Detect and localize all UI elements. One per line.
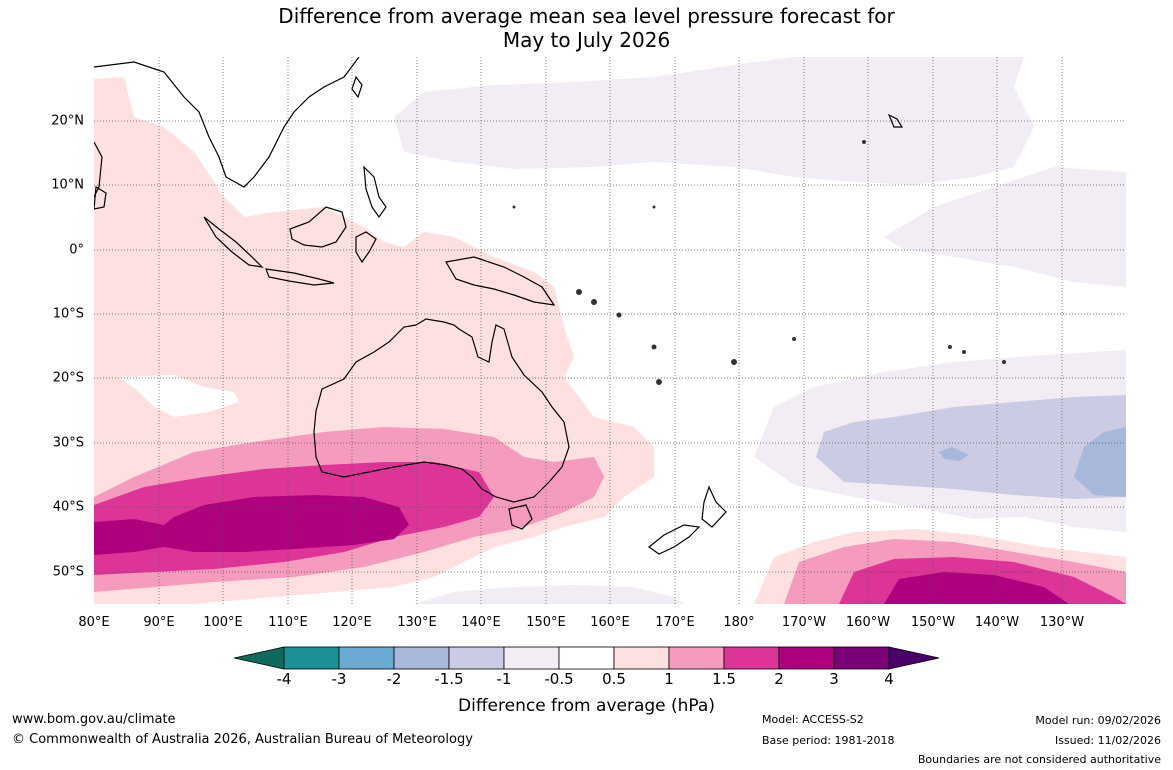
new-zealand-coastline <box>647 485 727 555</box>
colorbar-tick: -1.5 <box>434 670 464 688</box>
neutral-patch <box>119 375 239 417</box>
website-link[interactable]: www.bom.gov.au/climate <box>12 712 176 727</box>
lat-label-20N: 20°N <box>51 113 84 129</box>
colorbar-segment-below-minus4 <box>234 646 285 670</box>
colorbar-segment-1-to-1.5 <box>668 646 725 670</box>
colorbar-segment-neutral <box>558 646 615 670</box>
hawaii-coastline <box>887 113 904 128</box>
taiwan-coastline <box>351 75 363 99</box>
philippines-coastline <box>363 165 387 219</box>
colorbar-tick: -0.5 <box>544 670 574 688</box>
java-coastline <box>265 268 335 286</box>
map-title-line1: Difference from average mean sea level p… <box>278 4 895 28</box>
lon-label-140E: 140°E <box>461 615 501 630</box>
colorbar-tick: 3 <box>829 670 839 688</box>
colorbar-tick: -1 <box>496 670 512 688</box>
base-period: Base period: 1981-2018 <box>762 734 895 747</box>
colorbar-segment-minus1.5-to-minus1 <box>448 646 505 670</box>
new-guinea-coastline <box>445 256 556 306</box>
lon-label-120E: 120°E <box>332 615 372 630</box>
colorbar-segment-minus3-to-minus2 <box>338 646 395 670</box>
lon-label-160E: 160°E <box>590 615 630 630</box>
issued-date: Issued: 11/02/2026 <box>1054 734 1161 747</box>
colorbar-segment-0.5-to-1 <box>613 646 670 670</box>
colorbar-tick: 4 <box>884 670 894 688</box>
colorbar-tick: 0.5 <box>602 670 626 688</box>
lat-label-40S: 40°S <box>52 499 84 515</box>
sulawesi-coastline <box>355 231 377 264</box>
colorbar-tick: -3 <box>331 670 347 688</box>
coastlines <box>94 57 904 555</box>
lon-label-80E: 80°E <box>78 615 110 630</box>
lon-label-100E: 100°E <box>203 615 243 630</box>
lat-label-50S: 50°S <box>52 564 84 580</box>
colorbar-title: Difference from average (hPa) <box>458 696 715 716</box>
borneo-coastline <box>289 206 347 248</box>
lon-label-110E: 110°E <box>268 615 308 630</box>
se-asia-coastline <box>94 57 360 188</box>
sumatra-coastline <box>203 216 264 268</box>
lat-label-10S: 10°S <box>52 306 84 322</box>
colorbar-segment-above-4 <box>888 646 940 670</box>
lon-label-150W: 150°W <box>910 615 956 630</box>
colorbar-segment-1.5-to-2 <box>723 646 780 670</box>
colorbar-tick: 1 <box>664 670 674 688</box>
sri-lanka-coastline <box>94 185 107 210</box>
colorbar-segment-minus1-to-minus0.5 <box>503 646 560 670</box>
copyright-text: © Commonwealth of Australia 2026, Austra… <box>12 732 473 747</box>
lat-label-10N: 10°N <box>51 177 84 193</box>
anomaly-band-neg-1 <box>816 395 1126 499</box>
colorbar-tick: 1.5 <box>712 670 736 688</box>
lat-label-30S: 30°S <box>52 435 84 451</box>
colorbar <box>234 646 940 670</box>
lon-label-140W: 140°W <box>974 615 1020 630</box>
australia-coastline <box>313 318 570 503</box>
colorbar-segment-2-to-3 <box>778 646 835 670</box>
model-name: Model: ACCESS-S2 <box>762 713 864 726</box>
anomaly-band-2-to-3 <box>94 495 1069 604</box>
lon-label-130W: 130°W <box>1039 615 1085 630</box>
colorbar-segment-minus2-to-minus1.5 <box>393 646 450 670</box>
anomaly-map <box>94 57 1126 604</box>
map-title: Difference from average mean sea level p… <box>0 4 1173 52</box>
lon-label-170E: 170°E <box>655 615 695 630</box>
lon-label-150E: 150°E <box>526 615 566 630</box>
lon-label-170W: 170°W <box>781 615 827 630</box>
colorbar-segment-minus4-to-minus3 <box>283 646 340 670</box>
lon-label-180: 180° <box>723 615 755 630</box>
pacific-islands <box>512 140 1006 385</box>
colorbar-tick: -4 <box>276 670 292 688</box>
map-canvas <box>94 57 1126 604</box>
anomaly-band-neg-1.5 <box>939 427 1126 497</box>
tasmania-coastline <box>508 504 533 530</box>
graticule <box>94 57 1126 604</box>
colorbar-segment-3-to-4 <box>833 646 890 670</box>
map-title-line2: May to July 2026 <box>502 28 671 52</box>
colorbar-tick: 2 <box>774 670 784 688</box>
lon-label-90E: 90°E <box>143 615 175 630</box>
lon-label-160W: 160°W <box>845 615 891 630</box>
model-run-date: Model run: 09/02/2026 <box>1035 714 1161 727</box>
lat-label-20S: 20°S <box>52 370 84 386</box>
india-coastline <box>94 141 103 198</box>
lon-label-130E: 130°E <box>397 615 437 630</box>
boundary-disclaimer: Boundaries are not considered authoritat… <box>917 753 1161 766</box>
colorbar-tick: -2 <box>386 670 402 688</box>
lat-label-0: 0° <box>69 242 84 258</box>
